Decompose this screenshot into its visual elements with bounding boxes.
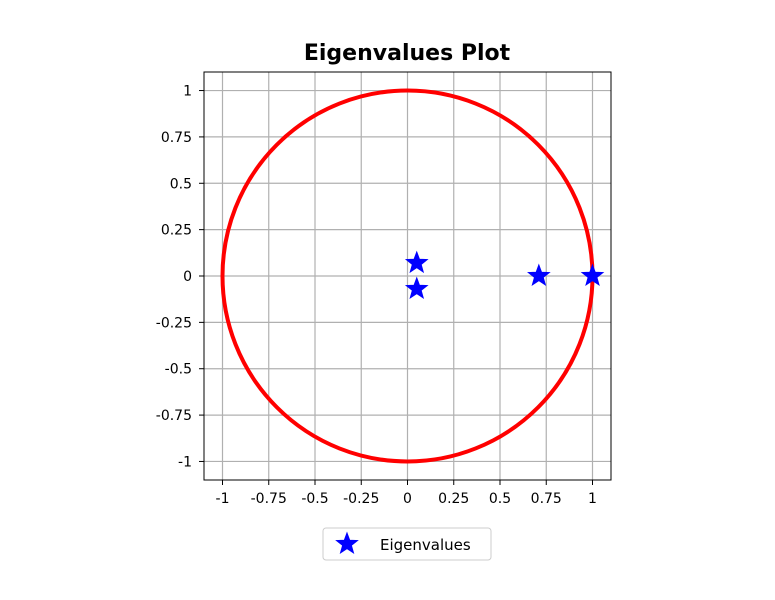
axis-ticks: -1 -0.75 -0.5 -0.25 0 0.25 0.5 0.75 1 -1 -0.75 -0.5… — [156, 84, 597, 507]
x-tick-label: 0.75 — [531, 491, 562, 507]
grid — [204, 72, 611, 480]
eigenvalue-points — [404, 250, 605, 300]
x-tick-label: 0.5 — [489, 491, 511, 507]
x-tick-label: -1 — [216, 491, 230, 507]
legend-label: Eigenvalues — [380, 536, 471, 554]
y-tick-label: 0.5 — [170, 176, 192, 192]
y-tick-label: -0.75 — [156, 408, 192, 424]
x-tick-label: 0.25 — [438, 491, 469, 507]
eigenvalue-point — [404, 276, 429, 300]
x-tick-label: -0.75 — [251, 491, 287, 507]
legend-box — [322, 527, 492, 561]
chart-title: Eigenvalues Plot — [304, 41, 511, 66]
y-tick-label: -0.25 — [156, 315, 192, 331]
eigenvalue-point — [580, 263, 605, 287]
eigenvalue-point — [404, 250, 429, 274]
y-tick-label: 1 — [183, 84, 192, 100]
legend-marker-star — [335, 531, 359, 555]
eigenvalue-point — [527, 263, 551, 287]
x-tick-label: 0 — [403, 491, 412, 507]
y-tick-label: -0.5 — [165, 362, 192, 378]
x-tick-label: -0.25 — [343, 491, 379, 507]
legend-star-icon — [335, 531, 359, 555]
y-tick-label: -1 — [178, 454, 192, 470]
y-tick-label: 0.75 — [161, 130, 192, 146]
y-tick-label: 0.25 — [161, 223, 192, 239]
legend: Eigenvalues — [322, 527, 492, 561]
y-tick-label: 0 — [183, 269, 192, 285]
x-tick-label: 1 — [588, 491, 597, 507]
x-tick-label: -0.5 — [301, 491, 328, 507]
